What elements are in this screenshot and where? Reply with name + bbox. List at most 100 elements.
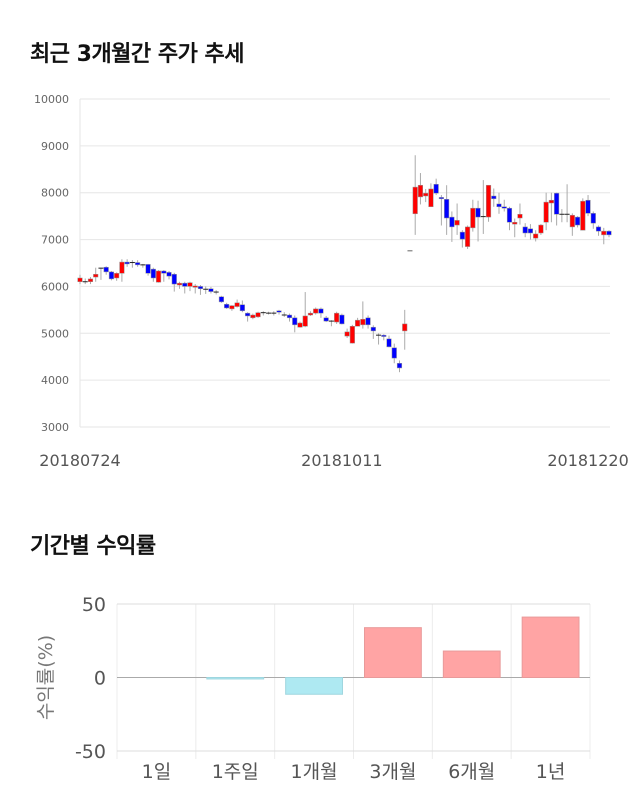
bar <box>364 627 422 678</box>
candle <box>438 195 444 226</box>
candle <box>328 320 334 327</box>
x-tick-label: 1주일 <box>212 761 259 783</box>
candle-body <box>438 197 444 200</box>
y-tick-label: 9000 <box>41 140 69 153</box>
candle-body <box>344 331 350 337</box>
candle <box>266 311 272 315</box>
candle <box>176 281 183 289</box>
candle <box>386 335 392 348</box>
candle <box>313 307 319 315</box>
candle <box>224 302 230 309</box>
candle-body <box>506 207 513 223</box>
candle <box>87 277 94 285</box>
candle <box>454 203 460 235</box>
candle-body <box>208 288 214 292</box>
candle-body <box>396 363 403 369</box>
candle-body <box>428 188 434 208</box>
candle-body <box>182 282 188 287</box>
returns-title: 기간별 수익률 <box>30 534 156 559</box>
candle <box>355 317 361 327</box>
candle <box>548 192 554 223</box>
candle <box>480 180 486 234</box>
candle-body <box>224 303 230 309</box>
candle-body <box>286 314 293 319</box>
candle-body <box>601 230 607 236</box>
y-tick-label: 0 <box>94 668 106 690</box>
candle-body <box>527 228 533 234</box>
bar <box>285 677 343 695</box>
candle-body <box>554 192 560 215</box>
candle <box>444 185 450 235</box>
candle <box>302 292 308 328</box>
candle <box>171 272 177 292</box>
candle <box>187 281 193 292</box>
candle <box>260 311 266 316</box>
candle-body <box>339 314 345 325</box>
x-tick-label: 20181220 <box>547 451 628 470</box>
bar <box>442 650 501 678</box>
candle <box>182 281 188 294</box>
candle-body <box>496 203 502 208</box>
candle-body <box>501 206 507 209</box>
candle <box>98 267 104 280</box>
candle <box>307 311 314 316</box>
candle <box>433 178 439 196</box>
candle <box>475 200 481 242</box>
candle <box>145 263 151 276</box>
candle-body <box>192 285 198 288</box>
candle-body <box>108 271 114 280</box>
candle <box>203 286 209 294</box>
candle-body <box>255 312 261 318</box>
candle <box>564 184 570 223</box>
y-axis-label: 수익률(%) <box>35 635 57 720</box>
candle-body <box>292 317 298 326</box>
candle-body <box>517 214 523 219</box>
candle <box>428 183 434 208</box>
candle <box>218 295 224 303</box>
x-tick-label: 1일 <box>142 761 172 783</box>
candle-body <box>334 312 340 323</box>
candle <box>491 188 497 207</box>
candle <box>522 223 528 238</box>
candle <box>554 192 560 226</box>
candle <box>417 173 423 205</box>
candle <box>276 309 282 315</box>
candle <box>344 328 350 338</box>
candle <box>391 343 397 364</box>
candle <box>229 305 235 311</box>
candle <box>360 301 366 329</box>
candle-body <box>307 312 314 316</box>
candle <box>512 218 518 238</box>
candle-body <box>323 317 329 322</box>
candle <box>166 270 172 280</box>
candle-body <box>391 347 397 359</box>
candle-body <box>197 286 204 290</box>
x-tick-label: 3개월 <box>369 761 416 783</box>
candle <box>575 216 581 228</box>
candle <box>349 324 355 344</box>
candle-body <box>161 270 167 274</box>
candle <box>103 266 109 275</box>
candle-body <box>475 207 481 218</box>
candle <box>239 300 245 313</box>
y-tick-label: 7000 <box>41 234 69 247</box>
price-trend-title: 최근 3개월간 주가 추세 <box>30 42 244 67</box>
candle-body <box>349 326 355 344</box>
candle-body <box>512 221 518 225</box>
candle <box>192 284 198 294</box>
candle <box>496 192 502 214</box>
candle <box>396 360 403 373</box>
candle-body <box>87 278 94 282</box>
candle <box>601 227 607 245</box>
candle <box>255 311 261 318</box>
candle-body <box>176 282 183 286</box>
candle <box>606 230 612 238</box>
candle <box>370 325 376 339</box>
candle-body <box>459 231 465 240</box>
y-tick-label: 3000 <box>41 421 69 434</box>
candle <box>339 313 345 325</box>
candle <box>114 272 120 281</box>
candle <box>323 315 329 323</box>
candle-body <box>575 216 581 226</box>
candle <box>470 199 476 232</box>
